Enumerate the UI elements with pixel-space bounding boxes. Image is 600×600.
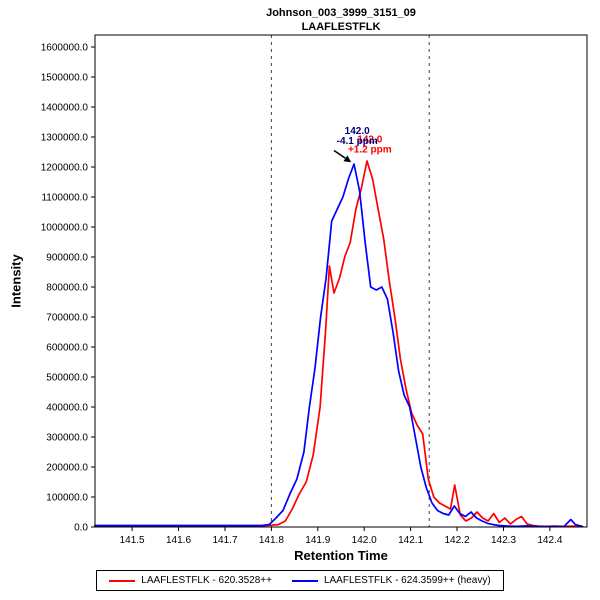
svg-text:1000000.0: 1000000.0 [41, 223, 89, 234]
svg-text:400000.0: 400000.0 [46, 403, 88, 414]
legend-label-heavy: LAAFLESTFLK - 624.3599++ (heavy) [323, 575, 491, 586]
svg-text:1500000.0: 1500000.0 [41, 73, 89, 84]
svg-text:141.7: 141.7 [212, 535, 237, 546]
legend-item-heavy: LAAFLESTFLK - 624.3599++ (heavy) [291, 575, 491, 586]
svg-text:500000.0: 500000.0 [46, 373, 88, 384]
legend: LAAFLESTFLK - 620.3528++ LAAFLESTFLK - 6… [96, 570, 504, 591]
svg-text:142.3: 142.3 [491, 535, 516, 546]
svg-text:700000.0: 700000.0 [46, 313, 88, 324]
legend-line [291, 579, 318, 582]
svg-text:1600000.0: 1600000.0 [41, 43, 89, 54]
svg-text:141.5: 141.5 [120, 535, 145, 546]
svg-text:141.9: 141.9 [305, 535, 330, 546]
svg-text:1400000.0: 1400000.0 [41, 103, 89, 114]
svg-text:1200000.0: 1200000.0 [41, 163, 89, 174]
svg-text:-4.1 ppm: -4.1 ppm [337, 136, 378, 147]
chart-title-line1: Johnson_003_3999_3151_09 [266, 7, 416, 19]
svg-text:142.4: 142.4 [537, 535, 562, 546]
svg-text:141.8: 141.8 [259, 535, 284, 546]
svg-text:100000.0: 100000.0 [46, 493, 88, 504]
svg-text:1300000.0: 1300000.0 [41, 133, 89, 144]
chart-title: Johnson_003_3999_3151_09 LAAFLESTFLK [95, 6, 587, 35]
svg-text:142.2: 142.2 [444, 535, 469, 546]
legend-line [109, 579, 136, 582]
svg-text:142.0: 142.0 [357, 134, 382, 145]
svg-text:1100000.0: 1100000.0 [41, 193, 88, 204]
svg-text:900000.0: 900000.0 [46, 253, 88, 264]
svg-text:300000.0: 300000.0 [46, 433, 88, 444]
x-axis-title: Retention Time [294, 548, 388, 563]
svg-text:600000.0: 600000.0 [46, 343, 88, 354]
svg-text:0.0: 0.0 [74, 523, 88, 534]
legend-item-light: LAAFLESTFLK - 620.3528++ [109, 575, 272, 586]
svg-text:200000.0: 200000.0 [46, 463, 88, 474]
svg-text:800000.0: 800000.0 [46, 283, 88, 294]
svg-text:142.0: 142.0 [352, 535, 377, 546]
chart-title-line2: LAAFLESTFLK [301, 21, 381, 34]
svg-text:+1.2 ppm: +1.2 ppm [348, 144, 392, 155]
svg-text:141.6: 141.6 [166, 535, 191, 546]
svg-text:142.0: 142.0 [345, 126, 370, 137]
legend-container: LAAFLESTFLK - 620.3528++ LAAFLESTFLK - 6… [0, 570, 600, 591]
legend-label-light: LAAFLESTFLK - 620.3528++ [141, 575, 272, 586]
svg-text:142.1: 142.1 [398, 535, 423, 546]
